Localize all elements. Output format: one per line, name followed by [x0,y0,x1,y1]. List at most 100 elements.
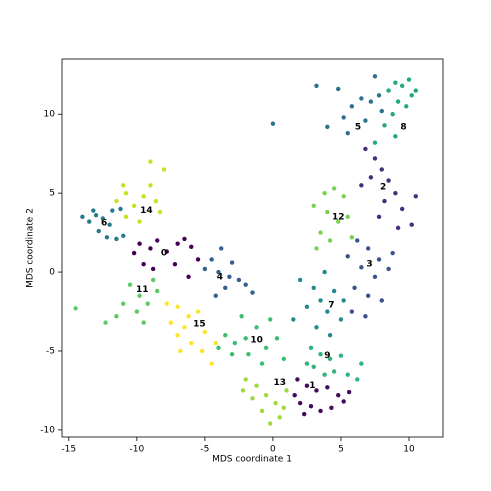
cluster-label: 15 [193,320,206,330]
point [363,314,368,319]
point [413,88,418,93]
point [281,356,286,362]
point [189,340,194,346]
cluster-label: 8 [400,122,406,132]
point [259,408,265,414]
point [232,340,238,346]
point [131,203,137,208]
point [365,293,371,298]
point [311,364,316,369]
point [274,336,280,341]
point [368,99,374,104]
point [331,369,337,374]
point [345,214,350,220]
point [239,314,244,319]
point [318,298,323,303]
point [137,241,142,246]
point [409,222,414,227]
point [365,246,371,251]
point [175,333,180,338]
point [195,309,201,314]
point [325,209,330,215]
point [123,214,129,220]
point [355,238,360,243]
point [178,348,183,354]
point [141,261,146,267]
point [359,361,364,366]
point [267,421,273,426]
cluster-label: 0 [161,249,167,259]
point [216,345,221,351]
point [254,325,259,330]
point [329,405,334,411]
point [297,400,303,406]
x-tick-label: -10 [129,445,144,455]
point [263,392,269,398]
point [182,325,187,330]
y-tick-label: -10 [40,425,55,435]
point [150,266,156,272]
point [345,254,350,259]
point [359,183,364,188]
point [393,80,398,85]
point [363,118,368,123]
point [91,208,96,213]
point [346,389,352,395]
point [372,74,378,79]
point [376,214,382,220]
point [372,156,378,161]
cluster-label: 4 [217,272,223,282]
point [250,396,255,401]
point [189,244,194,250]
point [270,121,276,126]
point [349,309,355,314]
point [240,388,246,393]
point [114,236,119,242]
point [121,183,126,188]
point [413,194,418,199]
point [182,236,187,242]
point [331,288,337,294]
point [318,408,323,414]
point [376,257,382,262]
point [219,246,224,251]
point [376,93,382,98]
point [304,304,310,309]
point [161,167,167,172]
point [409,93,414,98]
point [327,333,333,338]
point [104,235,110,240]
point [263,345,269,351]
x-tick-label: -5 [200,445,209,455]
point [345,372,350,377]
point [314,246,319,251]
point [304,383,310,388]
point [393,134,398,139]
point [359,265,364,270]
point [148,246,153,251]
x-axis-label: MDS coordinate 1 [212,455,292,465]
point [114,198,119,204]
point [336,86,341,92]
point [390,250,395,256]
cluster-label: 10 [250,335,263,345]
point [311,203,316,208]
point [155,238,160,243]
point [243,336,248,341]
point [202,329,208,335]
cluster-label: 14 [140,206,153,216]
point [302,411,307,417]
x-tick-label: 10 [403,445,415,455]
point [123,190,129,196]
point [331,186,337,191]
point [295,377,300,382]
point [267,317,273,322]
point [229,260,235,265]
x-tick-label: 5 [338,445,344,455]
point [395,99,401,104]
point [141,320,146,325]
point [322,190,327,196]
point [157,209,163,215]
point [202,266,208,272]
point [308,404,314,409]
